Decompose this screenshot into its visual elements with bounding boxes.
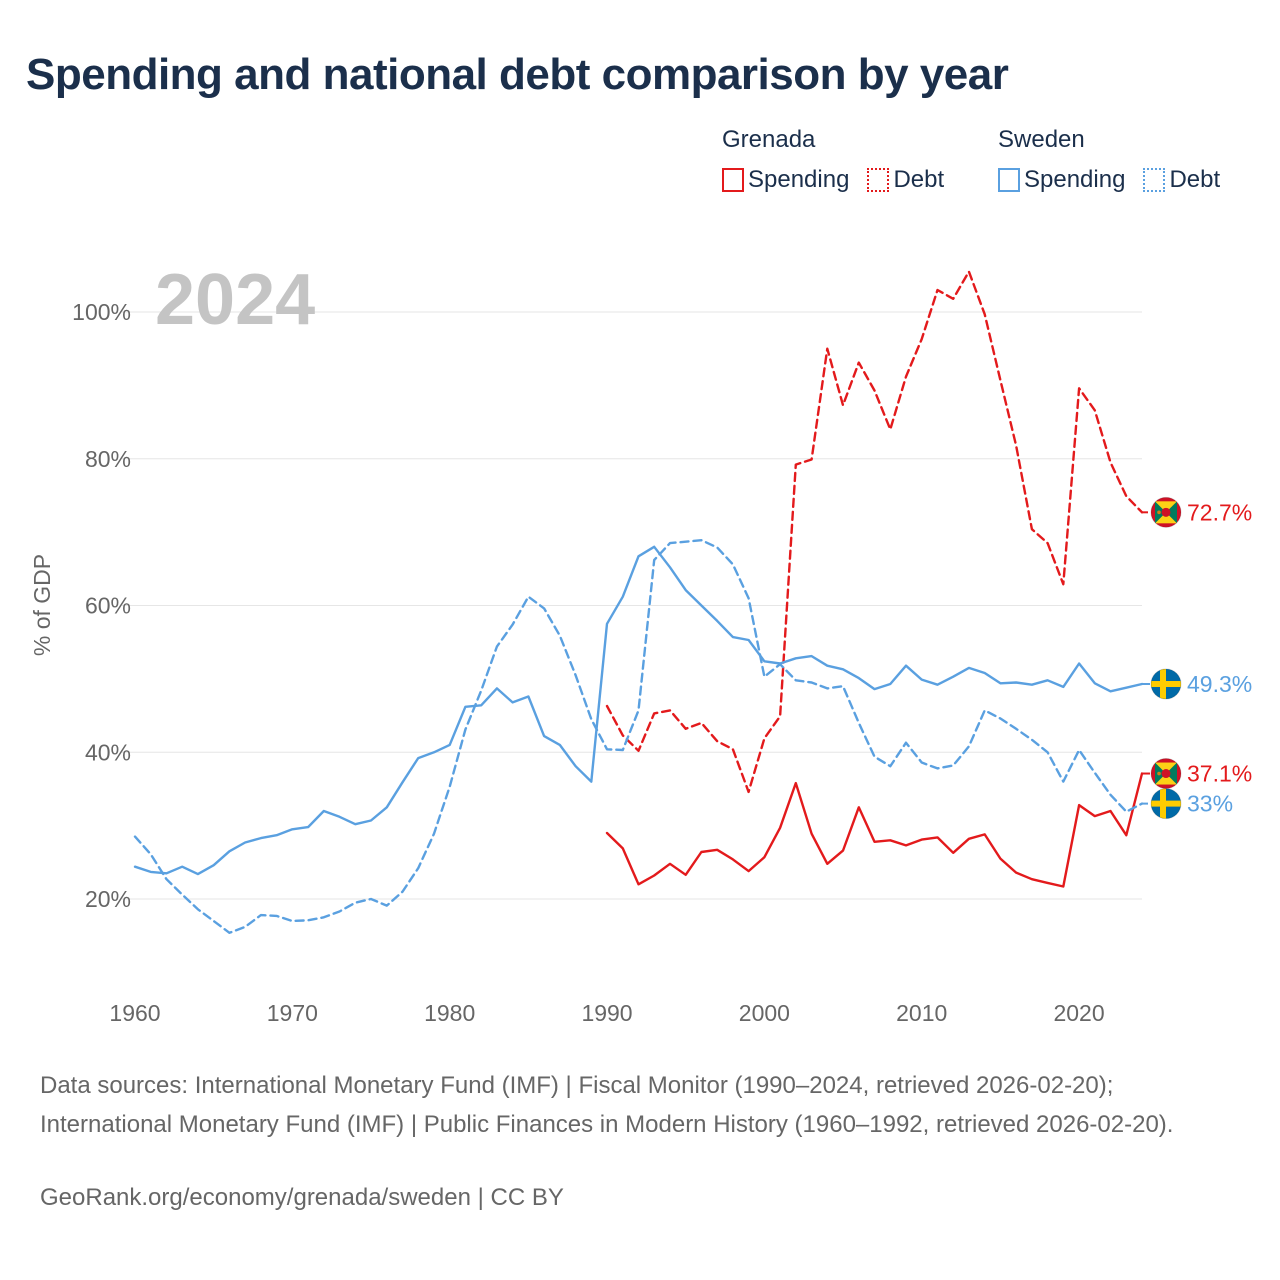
data-sources-note: Data sources: International Monetary Fun… xyxy=(40,1072,1174,1138)
legend-item-grenada-spending[interactable]: Spending xyxy=(722,166,849,194)
series-line-sweden-debt[interactable] xyxy=(133,539,1144,934)
legend-label: Debt xyxy=(1169,166,1221,193)
legend-swatch-solid xyxy=(722,168,744,192)
legend-label: Spending xyxy=(1024,166,1126,193)
legend-swatch-dotted xyxy=(1143,168,1166,192)
series-line-sweden-spending[interactable] xyxy=(133,545,1144,876)
year-watermark: 2024 xyxy=(155,260,315,340)
y-axis-label: % of GDP xyxy=(29,554,55,656)
line-chart: 20% 40% 60% 80% 100% 1960 1970 1980 1990 2000 2010… xyxy=(29,260,1252,1026)
y-tick-label: 100% xyxy=(72,299,131,325)
end-value-label: 33% xyxy=(1187,791,1233,817)
end-value-label: 49.3% xyxy=(1187,671,1252,697)
legend-swatch-solid xyxy=(998,168,1020,192)
credit-link[interactable]: GeoRank.org/economy/grenada/sweden | CC … xyxy=(40,1184,564,1211)
end-label-layer: 37.1% 72.7% 49.3% 33% xyxy=(1142,496,1252,820)
x-tick-label: 1990 xyxy=(581,1000,632,1026)
x-tick-label: 1960 xyxy=(109,1000,160,1026)
legend-item-grenada-debt[interactable]: Debt xyxy=(867,166,944,194)
legend-item-sweden-spending[interactable]: Spending xyxy=(998,166,1125,194)
x-tick-label: 1980 xyxy=(424,1000,475,1026)
legend-item-sweden-debt[interactable]: Debt xyxy=(1143,166,1220,194)
x-tick-label: 2020 xyxy=(1053,1000,1104,1026)
series-line-grenada-spending[interactable] xyxy=(605,772,1144,888)
y-tick-label: 80% xyxy=(85,446,131,472)
legend-group-title: Sweden xyxy=(998,126,1085,153)
y-tick-label: 20% xyxy=(85,886,131,912)
legend-swatch-dotted xyxy=(867,168,890,192)
sweden-flag-icon xyxy=(1150,668,1182,700)
y-tick-label: 40% xyxy=(85,739,131,765)
x-tick-label: 1970 xyxy=(267,1000,318,1026)
end-value-label: 37.1% xyxy=(1187,761,1252,787)
grenada-flag-icon xyxy=(1150,758,1182,790)
legend-group-sweden: Sweden Spending Debt xyxy=(998,124,1238,194)
chart-title: Spending and national debt comparison by… xyxy=(26,50,1009,99)
legend-label: Spending xyxy=(748,166,850,193)
sweden-flag-icon xyxy=(1150,788,1182,820)
series-layer xyxy=(133,270,1144,934)
legend-group-grenada: Grenada Spending Debt xyxy=(722,124,962,194)
grenada-flag-icon xyxy=(1150,496,1182,528)
y-tick-label: 60% xyxy=(85,593,131,619)
x-tick-label: 2010 xyxy=(896,1000,947,1026)
series-line-grenada-debt[interactable] xyxy=(605,270,1144,794)
x-tick-label: 2000 xyxy=(739,1000,790,1026)
legend-group-title: Grenada xyxy=(722,126,816,153)
end-value-label: 72.7% xyxy=(1187,499,1252,525)
grid-layer: 20% 40% 60% 80% 100% 1960 1970 1980 1990 2000 2010… xyxy=(72,299,1142,1026)
legend-label: Debt xyxy=(893,166,945,193)
